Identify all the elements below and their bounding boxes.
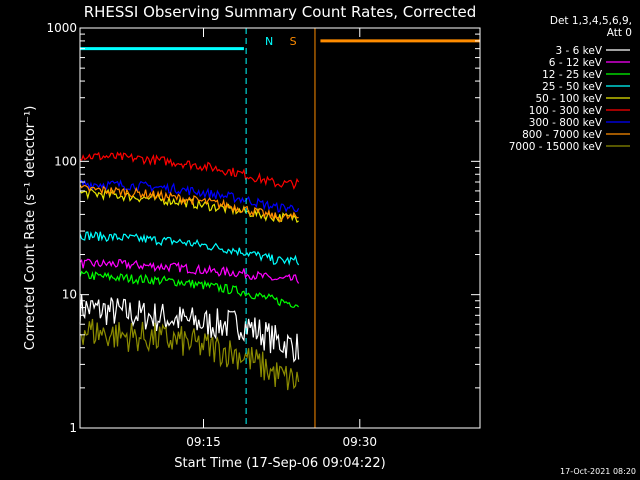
x-tick-label: 09:30 [342, 435, 377, 449]
series-line-8-before [79, 318, 300, 391]
series-line-1-before [79, 258, 300, 284]
legend-label: 100 - 300 keV [529, 105, 603, 117]
series-line-6-before [79, 179, 300, 213]
series-line-3-before [79, 231, 300, 266]
annotation-n: N [265, 35, 273, 48]
x-tick-label: 09:15 [186, 435, 221, 449]
legend-label: 12 - 25 keV [542, 69, 603, 81]
legend-header: Det 1,3,4,5,6,9, [550, 15, 632, 27]
plot-frame [79, 27, 481, 429]
legend-label: 6 - 12 keV [549, 57, 603, 69]
series-line-7-before [79, 184, 299, 223]
legend-label: 7000 - 15000 keV [509, 141, 603, 153]
legend-header: Att 0 [607, 27, 632, 39]
legend-label: 3 - 6 keV [555, 45, 602, 57]
axes: 1 10 100 1000 09:15 09:30 [46, 21, 480, 449]
legend-label: 25 - 50 keV [542, 81, 603, 93]
y-tick-label: 100 [54, 154, 77, 168]
legend-label: 800 - 7000 keV [522, 129, 603, 141]
series-line-2-before [79, 270, 300, 308]
series-line-0-before [79, 294, 300, 363]
legend-label: 300 - 800 keV [529, 117, 603, 129]
y-tick-label: 1 [69, 421, 77, 435]
footer-date: 17-Oct-2021 08:20 [560, 467, 636, 476]
series-line-4-before [79, 188, 299, 223]
y-tick-label: 1000 [46, 21, 77, 35]
series-line-5-before [79, 151, 300, 190]
chart-title: RHESSI Observing Summary Count Rates, Co… [84, 3, 477, 21]
legend-label: 50 - 100 keV [535, 93, 602, 105]
annotation-s: S [290, 35, 297, 48]
y-axis-label: Corrected Count Rate (s⁻¹ detector⁻¹) [23, 106, 38, 351]
x-axis-label: Start Time (17-Sep-06 09:04:22) [174, 456, 385, 471]
y-tick-label: 10 [62, 288, 77, 302]
